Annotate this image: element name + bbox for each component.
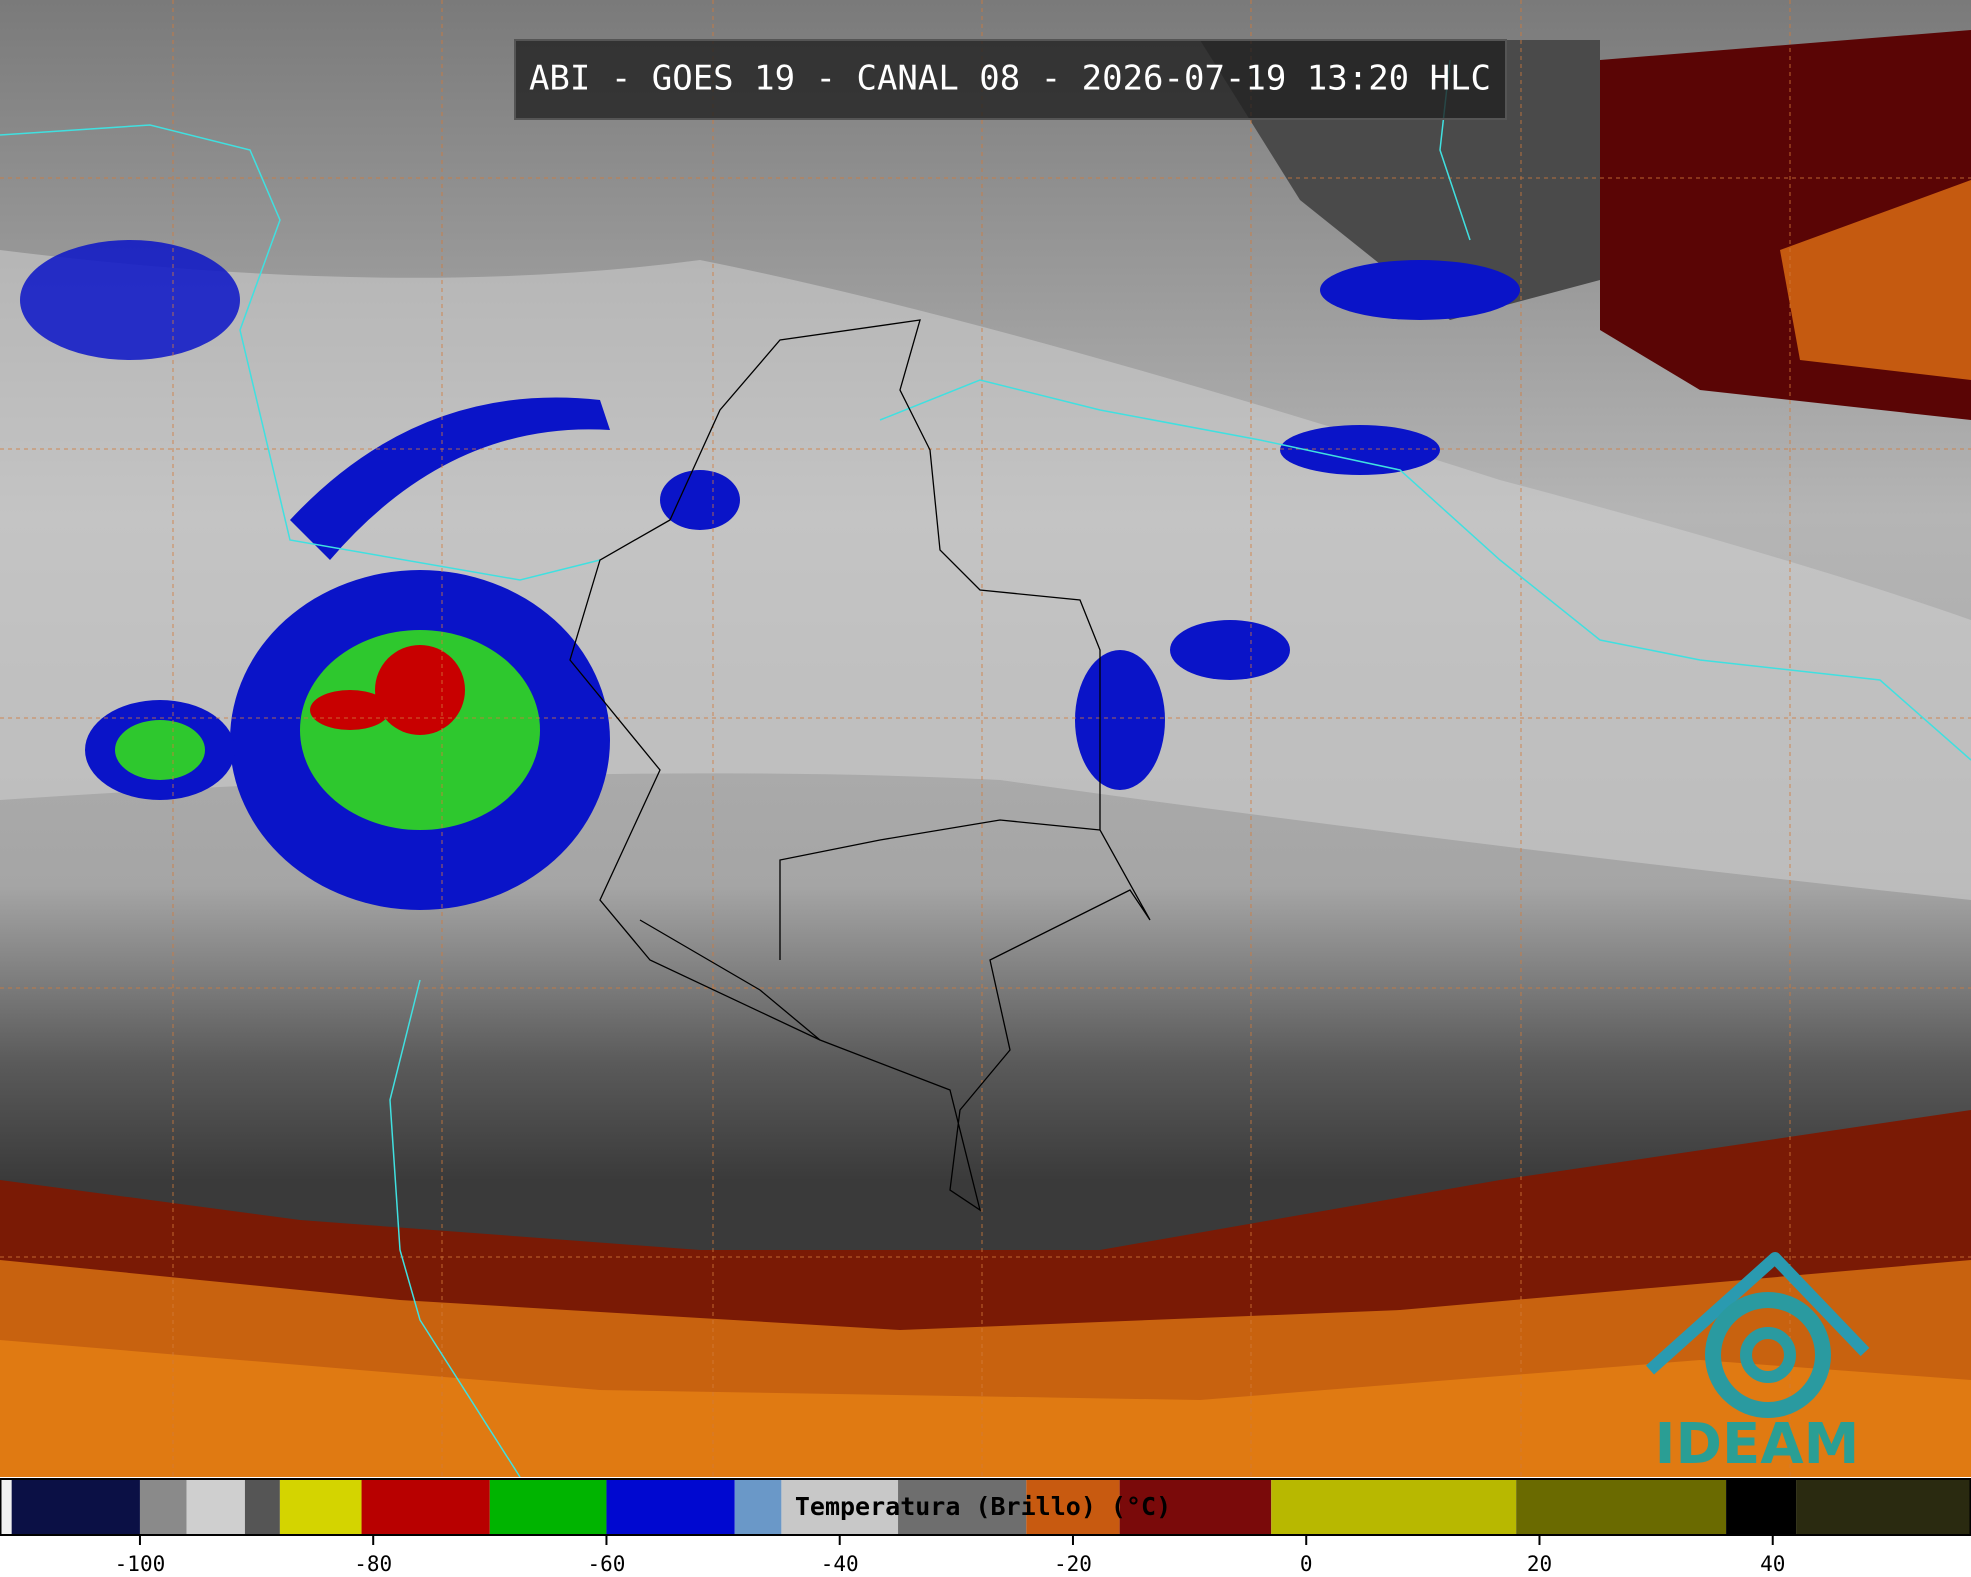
colorbar-tick-label: -80 [354, 1552, 392, 1576]
convective-cloud [1320, 260, 1520, 320]
colorbar-segment [898, 1479, 1027, 1535]
colorbar-segment [0, 1479, 12, 1535]
colorbar-tick-label: 40 [1760, 1552, 1785, 1576]
country-borders [569, 319, 1151, 1212]
colorbar-tick-label: -100 [115, 1552, 166, 1576]
colorbar-segment [11, 1479, 140, 1535]
cold-tops [310, 690, 390, 730]
colorbar-segment [1726, 1479, 1797, 1535]
cold-tops [375, 645, 465, 735]
colorbar-tick-label: 0 [1300, 1552, 1313, 1576]
title-box [514, 39, 1507, 120]
colorbar-segment [734, 1479, 782, 1535]
colorbar-label: Temperatura (Brillo) (°C) [795, 1492, 1171, 1521]
colorbar-tick-label: -20 [1054, 1552, 1092, 1576]
convective-cloud [290, 397, 610, 560]
colorbar-segment [781, 1479, 899, 1535]
colorbar-tick-label: -60 [587, 1552, 625, 1576]
colorbar: -100 -80 -60 -40 -20 0 20 40 [0, 1478, 1971, 1576]
warm-area [0, 1340, 1971, 1477]
colorbar-segment [1516, 1479, 1727, 1535]
colorbar-tick-label: -40 [821, 1552, 859, 1576]
colorbar-tick-label: 20 [1527, 1552, 1552, 1576]
deep-convection [115, 720, 205, 780]
convective-cloud [660, 470, 740, 530]
colorbar-segment [139, 1479, 187, 1535]
colorbar-segment [1119, 1479, 1272, 1535]
colorbar-segment [1026, 1479, 1120, 1535]
logo-spiral [1705, 1292, 1831, 1418]
colorbar-segment [489, 1479, 607, 1535]
coastline [0, 59, 1971, 1478]
convective-cloud [1075, 650, 1165, 790]
logo-text: IDEAM [1655, 1412, 1860, 1477]
convective-cloud [20, 240, 240, 360]
colorbar-segment [1271, 1479, 1517, 1535]
colorbar-segment [1796, 1479, 1971, 1535]
logo-spiral [1740, 1327, 1796, 1383]
convective-cloud [1280, 425, 1440, 475]
warm-area [1780, 180, 1971, 380]
colorbar-segment [361, 1479, 490, 1535]
colorbar-segment [279, 1479, 362, 1535]
colorbar-segment [186, 1479, 245, 1535]
title: ABI - GOES 19 - CANAL 08 - 2026-07-19 13… [529, 59, 1491, 99]
colorbar-segment [606, 1479, 735, 1535]
logo-roof [1645, 1252, 1870, 1375]
logo: IDEAM [1645, 1252, 1870, 1477]
convective-cloud [1170, 620, 1290, 680]
graticule [0, 0, 1971, 1477]
colorbar-segment [244, 1479, 280, 1535]
